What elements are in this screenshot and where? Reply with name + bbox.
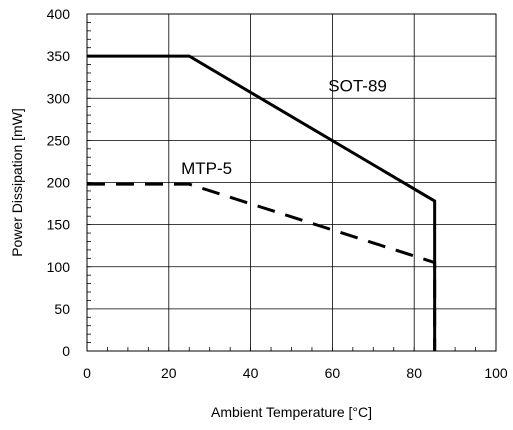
x-tick-label: 80	[406, 365, 422, 381]
y-tick-label: 150	[47, 217, 71, 233]
series-label-mtp-5: MTP-5	[181, 159, 232, 178]
series-labels: SOT-89 MTP-5	[181, 77, 387, 179]
x-tick-label: 20	[161, 365, 177, 381]
y-tick-label: 200	[47, 175, 71, 191]
x-tick-label: 40	[243, 365, 259, 381]
series-layer	[87, 54, 437, 351]
series-line-mtp-5	[87, 182, 437, 351]
y-tick-label: 350	[47, 48, 71, 64]
y-tick-label: 100	[47, 259, 71, 275]
x-tick-labels: 0 20 40 60 80 100	[83, 365, 508, 381]
x-tick-label: 60	[325, 365, 341, 381]
y-tick-label: 300	[47, 90, 71, 106]
y-tick-label: 0	[62, 343, 70, 359]
plot-area-frame	[86, 13, 497, 352]
y-tick-label: 250	[47, 132, 71, 148]
y-tick-label: 400	[47, 6, 71, 22]
x-tick-label: 0	[83, 365, 91, 381]
y-axis-title: Power Dissipation [mW]	[9, 108, 25, 257]
x-tick-label: 100	[484, 365, 508, 381]
series-line-sot-89	[87, 54, 437, 351]
y-tick-label: 50	[54, 301, 70, 317]
series-label-sot-89: SOT-89	[328, 77, 387, 96]
y-tick-labels: 0 50 100 150 200 250 300 350 400	[47, 6, 71, 359]
x-axis-title: Ambient Temperature [°C]	[211, 404, 372, 420]
